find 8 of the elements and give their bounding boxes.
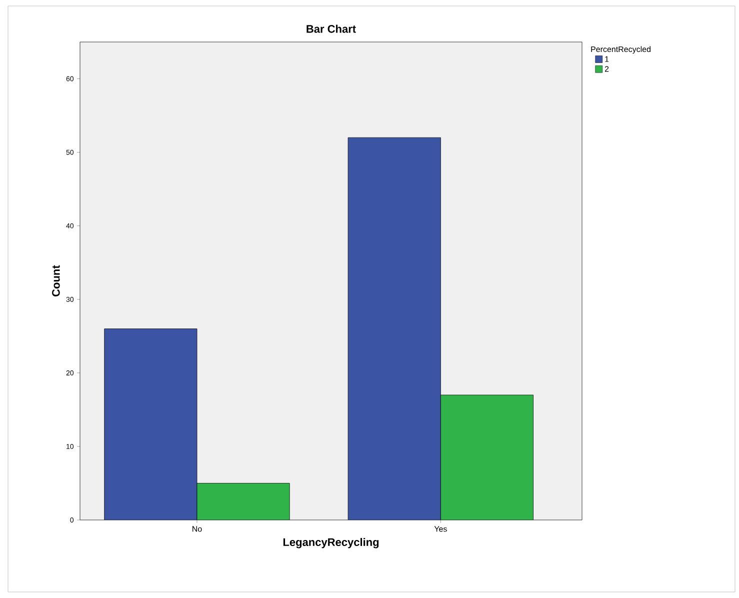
y-axis-title: Count	[52, 265, 60, 296]
legend-label: 2	[604, 66, 609, 72]
x-tick-label: No	[192, 526, 202, 532]
chart-title: Bar Chart	[306, 24, 356, 33]
x-tick-label: Yes	[434, 526, 447, 532]
legend-title: PercentRecycled	[591, 46, 650, 54]
legend-label: 1	[605, 56, 609, 62]
x-axis-title: LegancyRecycling	[283, 538, 379, 548]
